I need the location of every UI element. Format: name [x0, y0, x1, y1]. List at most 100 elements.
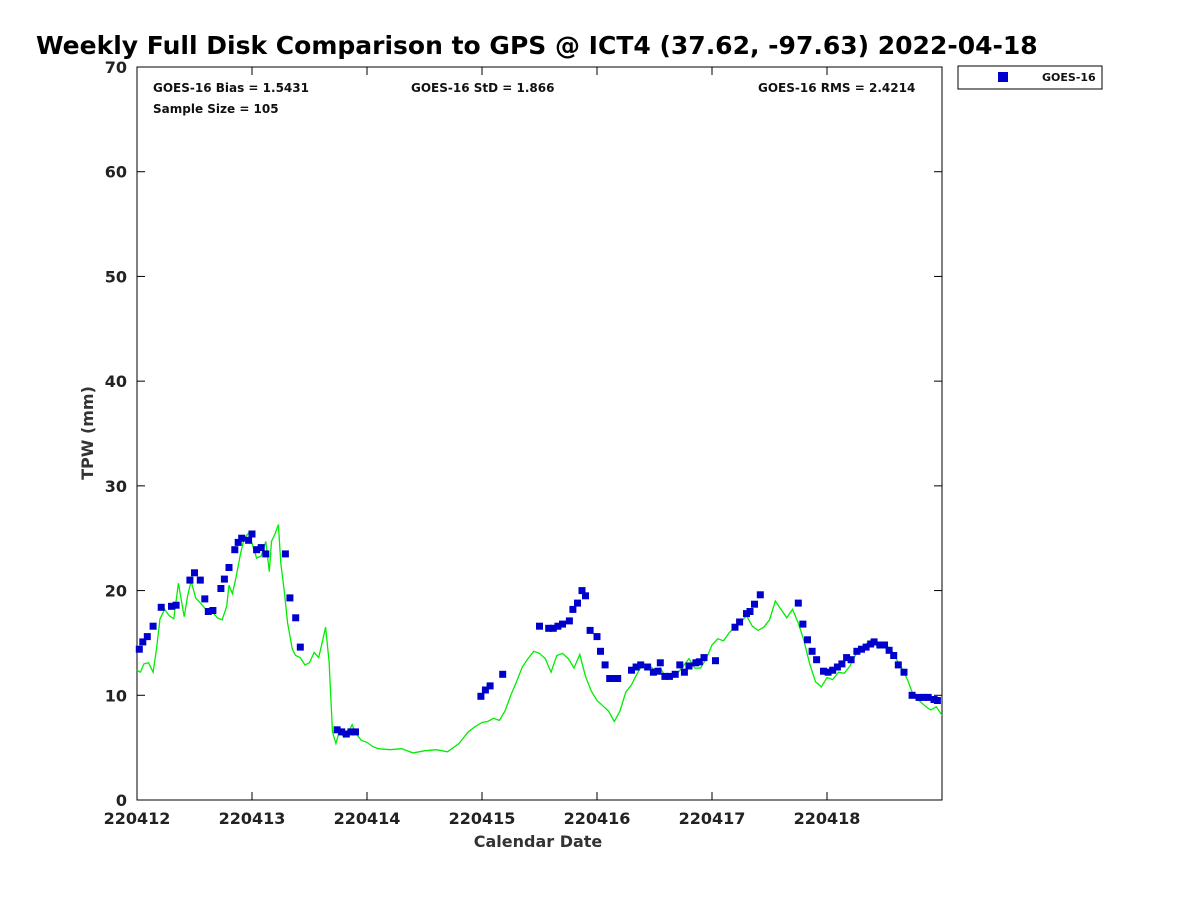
legend-marker-goes16 — [998, 72, 1008, 82]
goes16-point — [333, 726, 341, 734]
goes16-point — [296, 643, 304, 651]
goes16-point — [853, 647, 861, 655]
plot-area — [135, 66, 943, 801]
y-tick-label: 0 — [116, 791, 127, 810]
goes16-point — [586, 626, 594, 634]
goes16-point — [549, 624, 557, 632]
legend: GOES-16 — [957, 65, 1103, 90]
goes16-point — [700, 654, 708, 662]
goes16-point — [352, 728, 359, 736]
goes16-point — [338, 728, 346, 736]
goes16-point — [601, 661, 609, 669]
goes16-point — [915, 693, 923, 701]
goes16-point — [628, 666, 635, 674]
goes16-point — [262, 550, 270, 558]
goes16-point — [231, 546, 239, 554]
goes16-point — [637, 661, 645, 669]
goes16-point — [833, 663, 841, 671]
chart-title: Weekly Full Disk Comparison to GPS @ ICT… — [36, 31, 1038, 60]
goes16-point — [597, 647, 604, 655]
goes16-point — [685, 662, 693, 670]
goes16-point — [838, 660, 846, 668]
x-axis-ticks: 220412 220413 220414 220415 220416 220417 2204… — [104, 67, 861, 828]
goes16-point — [248, 530, 256, 538]
goes16-point — [661, 672, 669, 680]
goes16-point — [824, 668, 832, 676]
goes16-point — [245, 536, 253, 544]
x-tick-label: 220415 — [449, 809, 516, 828]
goes16-point — [578, 587, 586, 595]
goes16-point — [536, 622, 543, 630]
goes16-point — [656, 659, 664, 667]
goes16-point — [885, 646, 893, 654]
goes16-point — [292, 614, 300, 622]
y-tick-label: 10 — [105, 686, 127, 705]
goes16-point — [731, 623, 739, 631]
x-tick-label: 220414 — [334, 809, 401, 828]
goes16-point — [920, 693, 928, 701]
goes16-point — [654, 667, 662, 675]
goes16-point — [680, 668, 688, 676]
goes16-point — [220, 575, 228, 583]
goes16-point — [751, 600, 758, 608]
gps-tpw-line — [136, 524, 943, 754]
goes16-point — [900, 668, 908, 676]
goes16-point — [481, 686, 489, 694]
x-tick-label: 220418 — [794, 809, 861, 828]
goes16-point — [820, 667, 827, 675]
goes16-point — [204, 608, 212, 615]
goes16-point — [881, 641, 888, 649]
goes16-point — [281, 550, 289, 558]
goes16-point — [486, 682, 494, 690]
goes16-point — [870, 638, 878, 646]
goes16-point — [843, 654, 851, 662]
goes16-point — [847, 656, 855, 664]
sample-size-stat: Sample Size = 105 — [153, 102, 279, 116]
goes16-point — [569, 605, 577, 613]
legend-label-goes16: GOES-16 — [1042, 71, 1096, 84]
goes16-point — [554, 622, 562, 630]
goes16-point — [676, 661, 684, 669]
x-tick-label: 220416 — [564, 809, 631, 828]
y-tick-label: 50 — [105, 267, 127, 286]
goes16-point — [238, 534, 246, 542]
y-tick-label: 20 — [105, 582, 127, 601]
x-tick-label: 220413 — [219, 809, 286, 828]
goes16-point — [858, 645, 865, 653]
goes16-point — [225, 564, 233, 571]
goes16-point — [890, 652, 898, 659]
x-axis-label: Calendar Date — [474, 832, 603, 851]
goes16-point — [695, 658, 703, 666]
goes16-point — [257, 544, 265, 552]
goes16-point — [186, 576, 194, 584]
goes16-point — [644, 663, 652, 671]
goes16-point — [477, 692, 485, 700]
goes16-point — [139, 638, 147, 646]
goes16-point — [582, 592, 589, 600]
goes16-point — [799, 620, 807, 628]
goes16-point — [632, 663, 640, 671]
goes16-point — [234, 538, 242, 546]
gps-line-layer — [136, 524, 943, 754]
y-axis-label: TPW (mm) — [78, 386, 97, 480]
goes16-point — [499, 670, 507, 678]
goes16-point — [908, 691, 916, 699]
y-tick-label: 70 — [105, 58, 127, 77]
goes16-point — [168, 602, 175, 610]
goes16-point — [209, 607, 217, 614]
y-tick-label: 60 — [105, 163, 127, 182]
plot-frame — [136, 66, 943, 801]
goes16-point — [191, 569, 198, 577]
goes16-point — [565, 617, 573, 625]
goes16-point — [924, 693, 932, 701]
x-tick-label: 220417 — [679, 809, 746, 828]
goes16-point — [201, 595, 209, 603]
goes16-point — [876, 641, 884, 649]
x-tick-label: 220412 — [104, 809, 171, 828]
goes16-point — [559, 620, 566, 628]
y-tick-label: 40 — [105, 372, 127, 391]
y-tick-label: 30 — [105, 477, 127, 496]
goes16-point — [593, 633, 601, 641]
goes16-point — [545, 624, 553, 632]
